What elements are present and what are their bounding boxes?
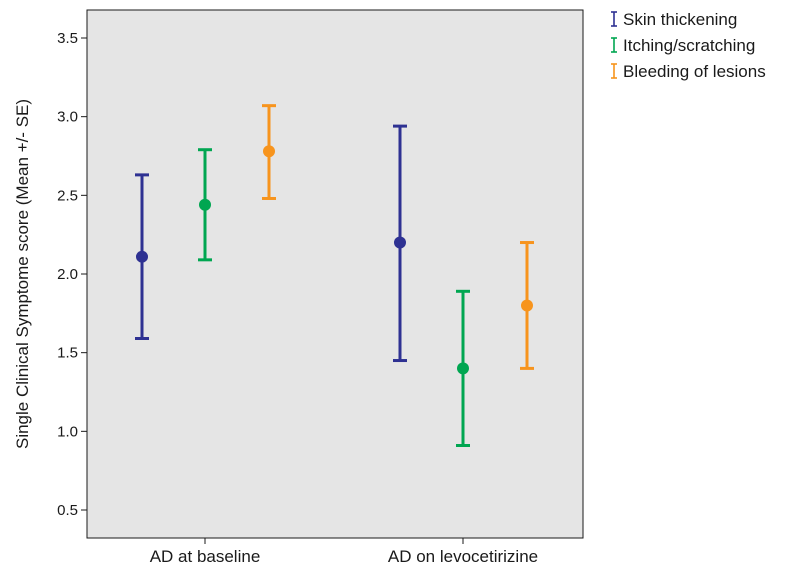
- mean-point-0-1: [394, 236, 406, 249]
- series-0: [135, 124, 407, 363]
- mean-point-0-0: [136, 250, 148, 263]
- mean-point-2-1: [521, 299, 533, 312]
- y-axis: 0.5 1.0 1.5 2.0 2.5 3.0 3.5: [57, 30, 87, 519]
- y-tick-label-2: 1.5: [57, 345, 78, 362]
- legend-item-0: Skin thickening: [611, 10, 737, 29]
- y-tick-label-4: 2.5: [57, 187, 78, 204]
- error-bars: [135, 104, 534, 447]
- legend-item-1: Itching/scratching: [611, 36, 755, 55]
- legend: Skin thickening Itching/scratching Bleedin…: [611, 10, 766, 81]
- y-tick-label-1: 1.0: [57, 423, 78, 440]
- y-tick-label-3: 2.0: [57, 266, 78, 283]
- series-2: [262, 104, 534, 370]
- y-tick-label-0: 0.5: [57, 502, 78, 519]
- mean-point-1-1: [457, 362, 469, 375]
- y-tick-label-6: 3.5: [57, 30, 78, 47]
- legend-label-1: Itching/scratching: [623, 36, 755, 55]
- legend-label-2: Bleeding of lesions: [623, 62, 766, 81]
- legend-item-2: Bleeding of lesions: [611, 62, 766, 81]
- x-category-label-0: AD at baseline: [150, 547, 261, 564]
- plot-area: [86, 9, 584, 539]
- mean-point-1-0: [199, 198, 211, 211]
- y-axis-title: Single Clinical Symptome score (Mean +/-…: [13, 99, 32, 449]
- x-axis: AD at baseline AD on levocetirizine: [150, 538, 538, 564]
- series-1: [198, 148, 470, 447]
- y-tick-label-5: 3.0: [57, 109, 78, 126]
- x-category-label-1: AD on levocetirizine: [388, 547, 538, 564]
- mean-point-2-0: [263, 145, 275, 158]
- legend-label-0: Skin thickening: [623, 10, 737, 29]
